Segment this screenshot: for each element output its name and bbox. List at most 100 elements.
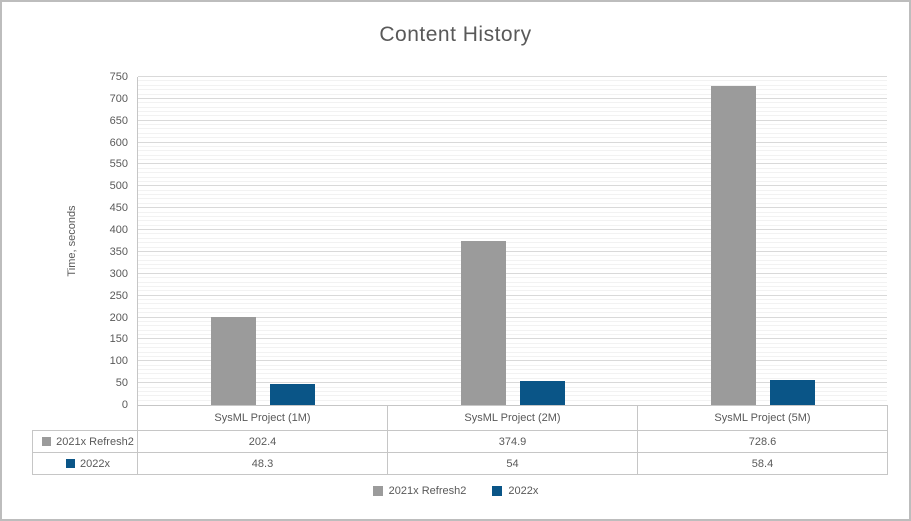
table-header-row: SysML Project (1M) SysML Project (2M) SysM… xyxy=(33,405,888,431)
bar-2022x xyxy=(520,381,565,405)
y-axis-ticks: 0 50 100 150 200 250 300 350 400 450 500 550 600 650 7… xyxy=(2,71,128,411)
minor-gridline xyxy=(138,198,887,200)
minor-gridline xyxy=(138,154,887,156)
value-cell: 374.9 xyxy=(387,430,638,453)
y-tick-label: 700 xyxy=(109,92,128,105)
series-swatch-icon xyxy=(66,458,75,468)
y-tick-label: 450 xyxy=(109,202,128,215)
y-tick-label: 300 xyxy=(109,267,128,280)
minor-gridline xyxy=(138,150,887,152)
value-cell: 202.4 xyxy=(137,430,388,453)
minor-gridline xyxy=(138,102,887,104)
major-gridline xyxy=(138,294,887,296)
legend-label: 2022x xyxy=(508,485,539,497)
minor-gridline xyxy=(138,194,887,196)
major-gridline xyxy=(138,119,887,121)
minor-gridline xyxy=(138,399,887,401)
bar-2021x-refresh2 xyxy=(461,241,506,405)
minor-gridline xyxy=(138,93,887,95)
minor-gridline xyxy=(138,145,887,147)
series-label-cell: 2021x Refresh2 xyxy=(32,430,138,453)
legend-item: 2022x xyxy=(492,485,538,497)
bar-group xyxy=(638,77,888,405)
minor-gridline xyxy=(138,242,887,244)
minor-gridline xyxy=(138,281,887,283)
minor-gridline xyxy=(138,369,887,371)
y-tick-label: 200 xyxy=(109,311,128,324)
minor-gridline xyxy=(138,111,887,112)
minor-gridline xyxy=(138,342,887,344)
y-tick-label: 550 xyxy=(109,158,128,171)
bar-2022x xyxy=(770,379,815,405)
y-tick-label: 650 xyxy=(109,114,128,127)
minor-gridline xyxy=(138,180,887,182)
minor-gridline xyxy=(138,80,887,82)
y-tick-label: 500 xyxy=(109,180,128,193)
minor-gridline xyxy=(138,224,887,226)
minor-gridline xyxy=(138,355,887,357)
major-gridline xyxy=(138,316,887,318)
minor-gridline xyxy=(138,124,887,126)
major-gridline xyxy=(138,141,887,143)
minor-gridline xyxy=(138,259,887,261)
minor-gridline xyxy=(138,285,887,287)
bar-2021x-refresh2 xyxy=(211,316,256,405)
y-tick-label: 0 xyxy=(121,399,128,411)
minor-gridline xyxy=(138,395,887,397)
minor-gridline xyxy=(138,167,887,169)
minor-gridline xyxy=(138,329,887,331)
table-corner-cell xyxy=(33,406,138,431)
chart-title: Content History xyxy=(379,23,532,46)
y-tick-label: 50 xyxy=(115,377,128,390)
legend-item: 2021x Refresh2 xyxy=(372,485,466,497)
bar-group xyxy=(388,77,638,405)
y-tick-label: 400 xyxy=(109,224,128,237)
minor-gridline xyxy=(138,307,887,309)
data-table: SysML Project (1M) SysML Project (2M) SysM… xyxy=(32,405,888,475)
y-tick-label: 150 xyxy=(109,333,128,346)
major-gridline xyxy=(138,250,887,252)
minor-gridline xyxy=(138,268,887,270)
major-gridline xyxy=(138,163,887,165)
major-gridline xyxy=(138,382,887,384)
bar-group xyxy=(138,77,388,405)
minor-gridline xyxy=(138,390,887,392)
major-gridline xyxy=(138,76,887,77)
minor-gridline xyxy=(138,137,887,139)
minor-gridline xyxy=(138,299,887,301)
y-tick-label: 100 xyxy=(109,355,128,368)
series-label-cell: 2022x xyxy=(32,452,138,475)
minor-gridline xyxy=(138,89,887,91)
y-tick-label: 750 xyxy=(109,71,128,83)
table-category-header: SysML Project (5M) xyxy=(637,405,888,431)
minor-gridline xyxy=(138,377,887,379)
minor-gridline xyxy=(138,106,887,108)
minor-gridline xyxy=(138,202,887,204)
major-gridline xyxy=(138,360,887,362)
y-tick-label: 350 xyxy=(109,245,128,258)
minor-gridline xyxy=(138,220,887,222)
minor-gridline xyxy=(138,115,887,117)
minor-gridline xyxy=(138,237,887,239)
legend-swatch-icon xyxy=(372,486,383,496)
minor-gridline xyxy=(138,189,887,191)
table-row: 2021x Refresh2 202.4 374.9 728.6 xyxy=(32,430,888,453)
major-gridline xyxy=(138,229,887,231)
bar-2021x-refresh2 xyxy=(711,86,756,405)
value-cell: 728.6 xyxy=(637,430,888,453)
minor-gridline xyxy=(138,386,887,388)
minor-gridline xyxy=(138,277,887,279)
minor-gridline xyxy=(138,325,887,327)
major-gridline xyxy=(138,272,887,274)
table-category-header: SysML Project (2M) xyxy=(387,405,638,431)
major-gridline xyxy=(138,97,887,99)
y-tick-label: 250 xyxy=(109,289,128,302)
minor-gridline xyxy=(138,255,887,257)
minor-gridline xyxy=(138,364,887,366)
minor-gridline xyxy=(138,264,887,266)
minor-gridline xyxy=(138,373,887,375)
minor-gridline xyxy=(138,128,887,130)
minor-gridline xyxy=(138,172,887,174)
minor-gridline xyxy=(138,215,887,217)
table-row: 2022x 48.3 54 58.4 xyxy=(32,452,888,475)
